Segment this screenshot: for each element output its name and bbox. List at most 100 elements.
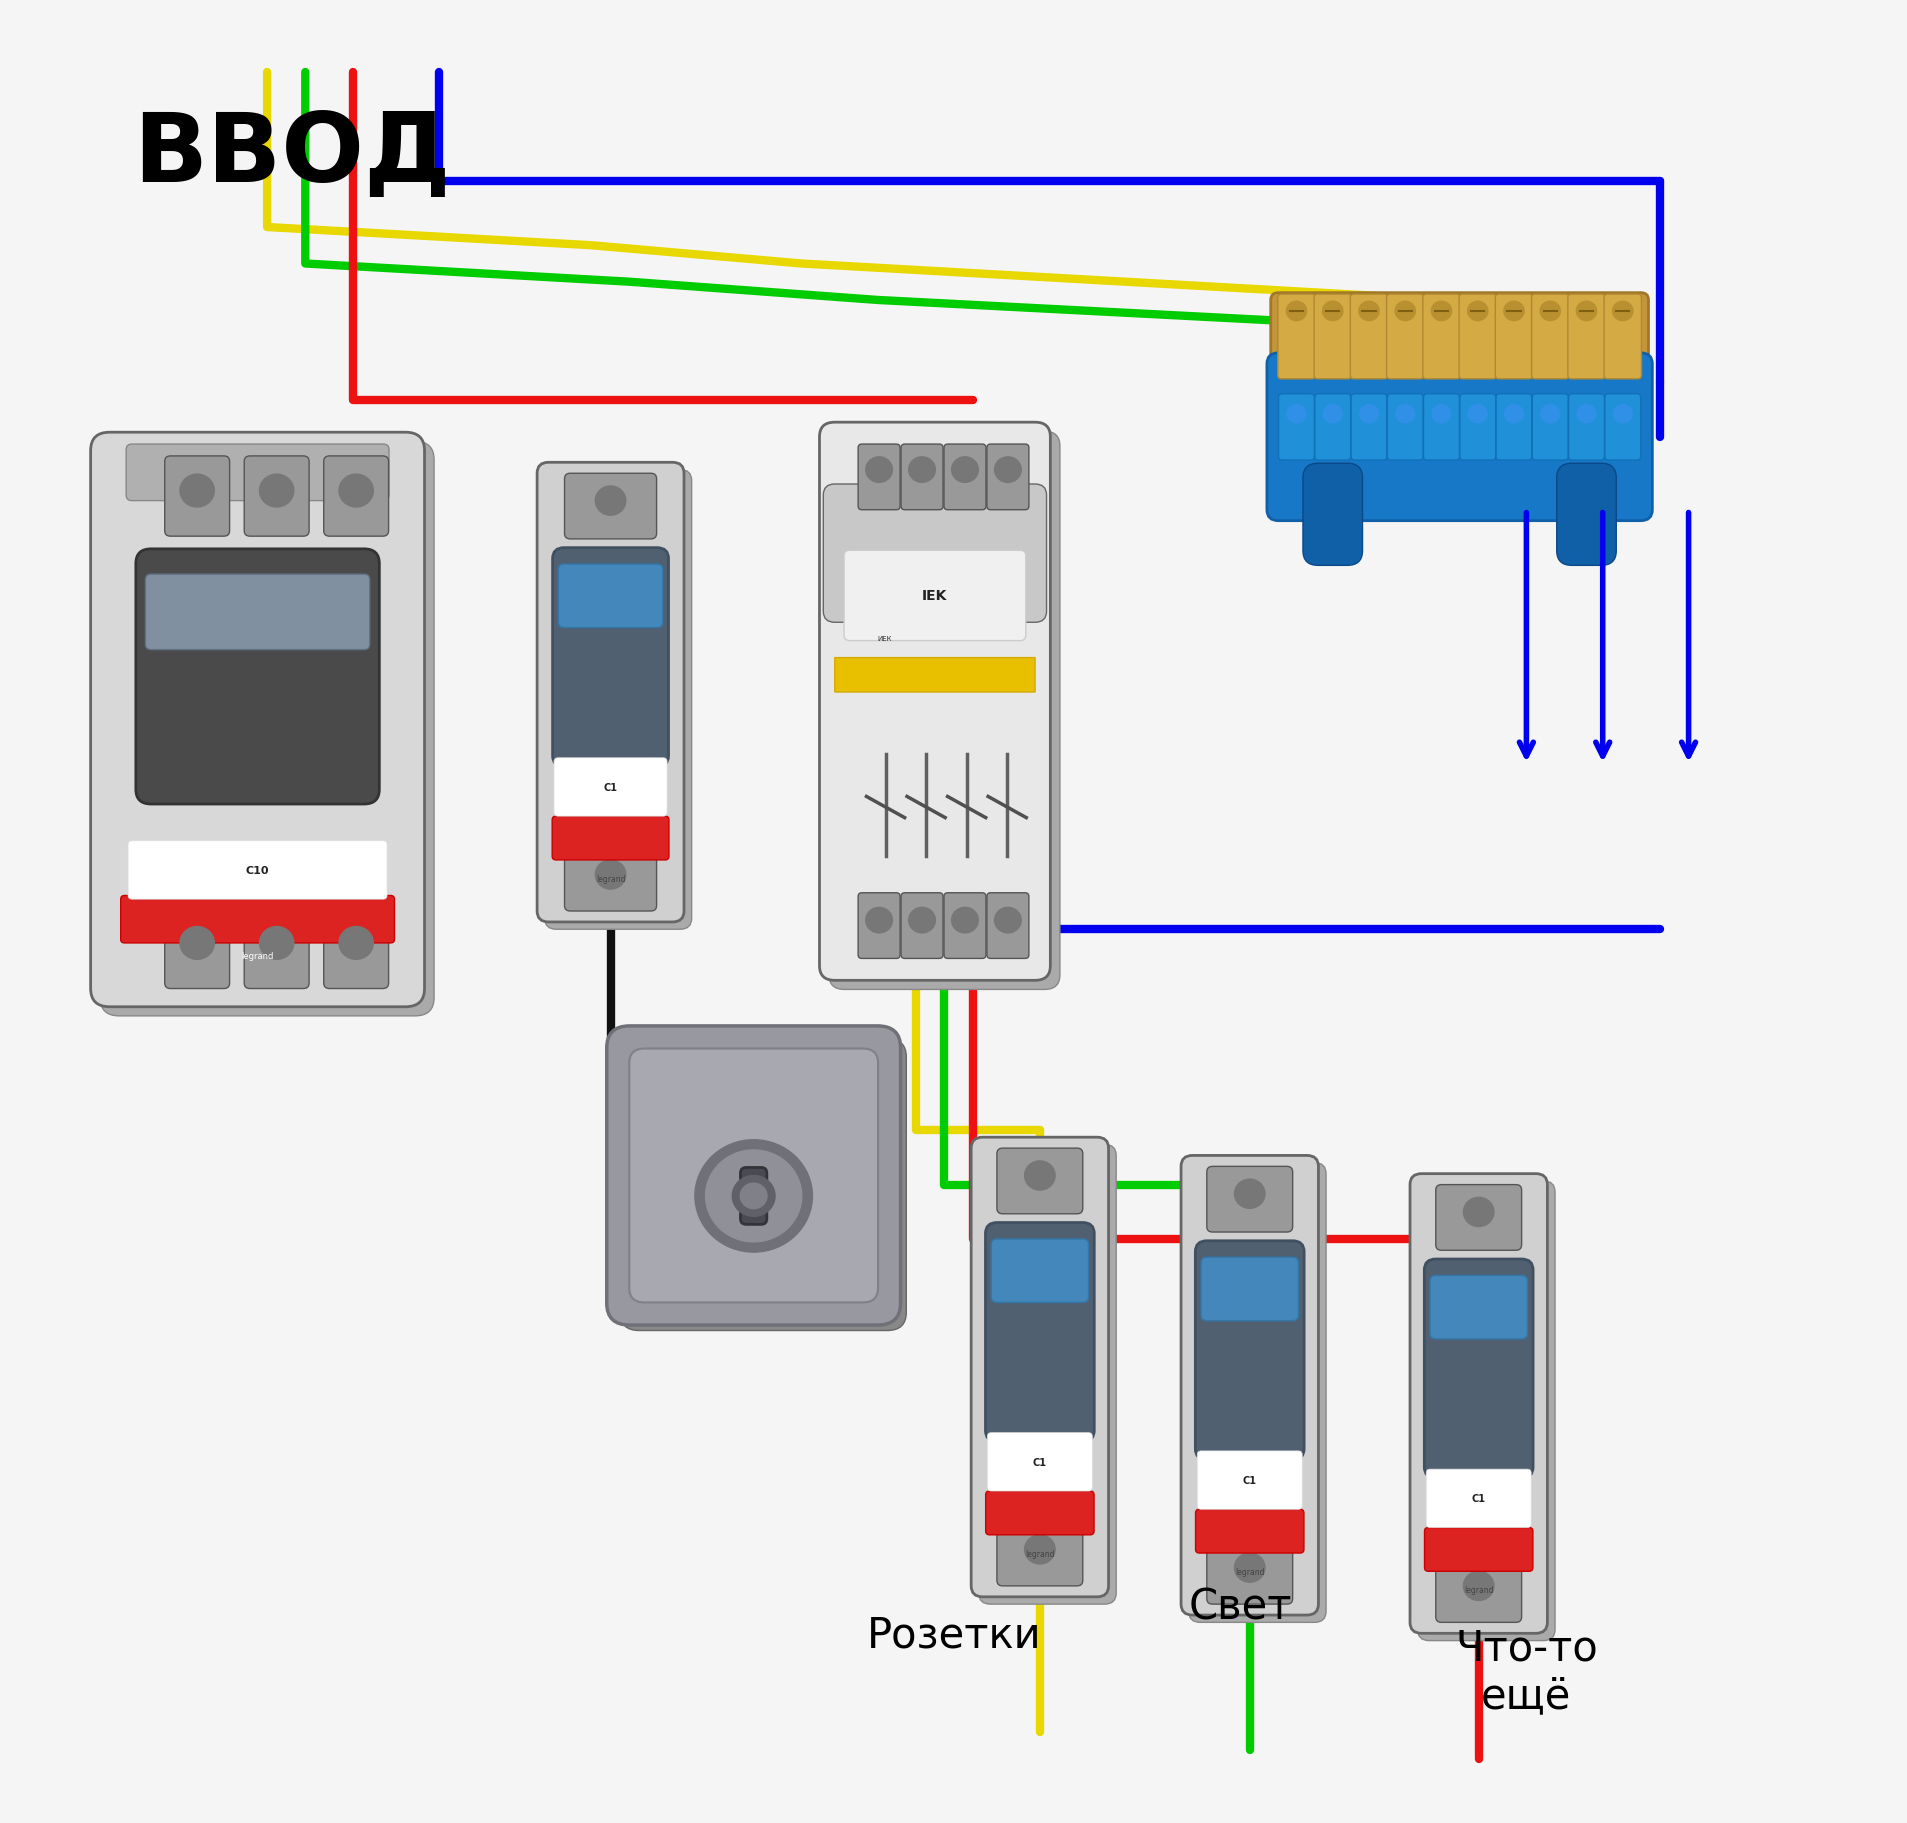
Circle shape <box>1323 405 1341 423</box>
Circle shape <box>259 476 294 509</box>
Text: legrand: legrand <box>1234 1568 1264 1575</box>
Circle shape <box>908 458 934 483</box>
FancyBboxPatch shape <box>1531 295 1568 379</box>
FancyBboxPatch shape <box>988 1433 1091 1491</box>
Circle shape <box>339 928 374 959</box>
Text: Свет: Свет <box>1188 1586 1291 1628</box>
Circle shape <box>732 1176 774 1216</box>
FancyBboxPatch shape <box>564 474 656 540</box>
FancyBboxPatch shape <box>1201 1258 1297 1322</box>
FancyBboxPatch shape <box>553 549 667 767</box>
Circle shape <box>595 487 625 516</box>
FancyBboxPatch shape <box>843 551 1026 642</box>
Circle shape <box>994 908 1020 933</box>
FancyBboxPatch shape <box>553 758 667 817</box>
Circle shape <box>866 458 892 483</box>
Circle shape <box>259 928 294 959</box>
FancyBboxPatch shape <box>244 458 309 538</box>
FancyBboxPatch shape <box>858 445 900 510</box>
FancyBboxPatch shape <box>1568 394 1604 461</box>
Circle shape <box>1024 1161 1055 1190</box>
FancyBboxPatch shape <box>164 908 229 988</box>
Text: C1: C1 <box>1032 1457 1047 1468</box>
FancyBboxPatch shape <box>986 893 1028 959</box>
FancyBboxPatch shape <box>1205 1167 1293 1232</box>
Circle shape <box>1539 303 1560 321</box>
FancyBboxPatch shape <box>1425 1528 1531 1571</box>
Text: Розетки: Розетки <box>866 1613 1041 1655</box>
FancyBboxPatch shape <box>1423 394 1459 461</box>
FancyBboxPatch shape <box>1459 295 1495 379</box>
FancyBboxPatch shape <box>559 565 662 629</box>
FancyBboxPatch shape <box>740 1169 767 1225</box>
Circle shape <box>994 458 1020 483</box>
FancyBboxPatch shape <box>997 1520 1083 1586</box>
FancyBboxPatch shape <box>1495 295 1531 379</box>
Circle shape <box>952 908 978 933</box>
FancyBboxPatch shape <box>101 441 433 1017</box>
FancyBboxPatch shape <box>128 842 387 901</box>
Circle shape <box>694 1139 812 1252</box>
Circle shape <box>179 928 214 959</box>
Circle shape <box>952 458 978 483</box>
FancyBboxPatch shape <box>606 1026 900 1325</box>
Circle shape <box>1360 405 1377 423</box>
FancyBboxPatch shape <box>1604 295 1640 379</box>
Circle shape <box>1234 1553 1264 1582</box>
Text: legrand: legrand <box>1024 1550 1055 1557</box>
Circle shape <box>1466 303 1487 321</box>
Circle shape <box>1541 405 1558 423</box>
FancyBboxPatch shape <box>324 458 389 538</box>
Text: C1: C1 <box>1241 1475 1257 1486</box>
Circle shape <box>1611 303 1632 321</box>
FancyBboxPatch shape <box>536 463 683 922</box>
FancyBboxPatch shape <box>986 1491 1093 1535</box>
Circle shape <box>1430 303 1451 321</box>
FancyBboxPatch shape <box>971 1138 1108 1597</box>
FancyBboxPatch shape <box>1556 465 1615 567</box>
FancyBboxPatch shape <box>1205 1539 1293 1604</box>
Circle shape <box>1432 405 1449 423</box>
FancyBboxPatch shape <box>818 423 1049 981</box>
FancyBboxPatch shape <box>997 1148 1083 1214</box>
Circle shape <box>1577 405 1594 423</box>
FancyBboxPatch shape <box>1198 1451 1302 1509</box>
FancyBboxPatch shape <box>1409 1174 1547 1633</box>
FancyBboxPatch shape <box>986 445 1028 510</box>
Text: C1: C1 <box>1470 1493 1486 1504</box>
Circle shape <box>1613 405 1630 423</box>
Circle shape <box>1463 1198 1493 1227</box>
Circle shape <box>1358 303 1379 321</box>
Text: legrand: legrand <box>242 952 273 961</box>
FancyBboxPatch shape <box>944 893 986 959</box>
Circle shape <box>339 476 374 509</box>
Circle shape <box>1468 405 1486 423</box>
FancyBboxPatch shape <box>164 458 229 538</box>
Circle shape <box>179 476 214 509</box>
FancyBboxPatch shape <box>1270 294 1648 399</box>
FancyBboxPatch shape <box>1350 394 1386 461</box>
Circle shape <box>1024 1535 1055 1564</box>
Circle shape <box>1322 303 1343 321</box>
FancyBboxPatch shape <box>1314 295 1350 379</box>
FancyBboxPatch shape <box>620 1039 906 1331</box>
FancyBboxPatch shape <box>1180 1156 1318 1615</box>
FancyBboxPatch shape <box>545 470 690 930</box>
Text: legrand: legrand <box>1463 1586 1493 1593</box>
Circle shape <box>1396 405 1413 423</box>
FancyBboxPatch shape <box>978 1145 1116 1604</box>
FancyBboxPatch shape <box>1436 1557 1522 1622</box>
FancyBboxPatch shape <box>1426 1469 1529 1528</box>
Circle shape <box>1575 303 1596 321</box>
FancyBboxPatch shape <box>1302 465 1362 567</box>
Circle shape <box>1234 1179 1264 1209</box>
FancyBboxPatch shape <box>324 908 389 988</box>
Text: Что-то
ещё: Что-то ещё <box>1455 1626 1596 1717</box>
Circle shape <box>1287 405 1304 423</box>
FancyBboxPatch shape <box>244 908 309 988</box>
FancyBboxPatch shape <box>833 658 1034 693</box>
FancyBboxPatch shape <box>858 893 900 959</box>
FancyBboxPatch shape <box>1188 1163 1325 1622</box>
Circle shape <box>1285 303 1306 321</box>
FancyBboxPatch shape <box>1430 1276 1528 1340</box>
